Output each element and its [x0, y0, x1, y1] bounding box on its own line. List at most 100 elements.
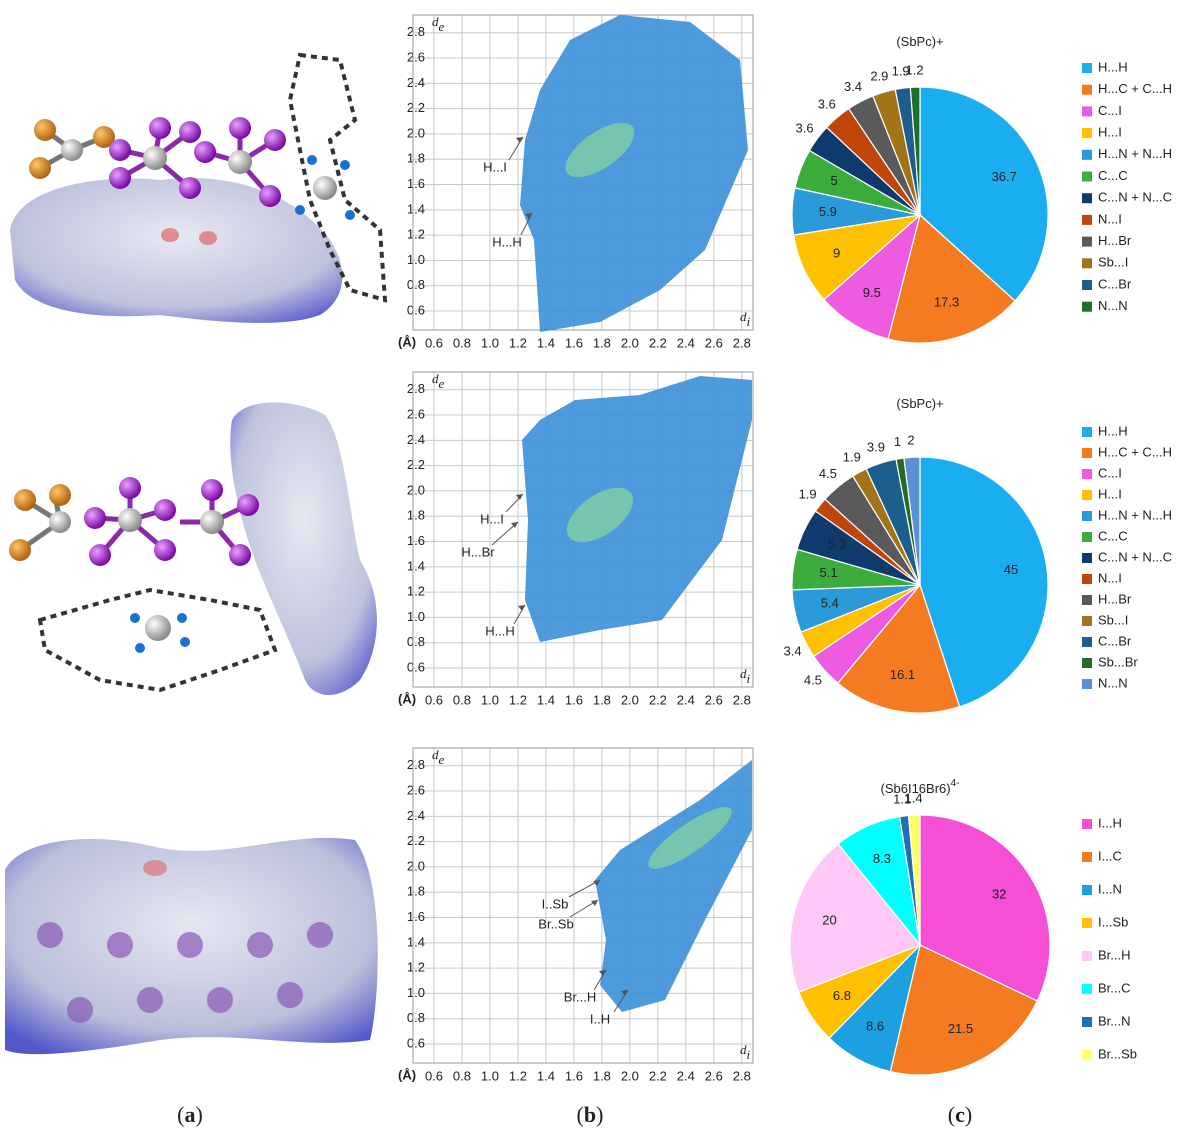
legend-label: C...I [1098, 465, 1122, 480]
slice-label: 1 [894, 434, 901, 449]
legend-swatch [1082, 85, 1092, 95]
pie-title: (SbPc)+ [896, 396, 943, 411]
unit-label: (Å) [398, 334, 416, 349]
x-tick-label: 2.4 [677, 692, 695, 707]
x-tick-label: 1.6 [565, 335, 583, 350]
slice-label: 16.1 [890, 667, 915, 682]
legend-swatch [1082, 852, 1092, 862]
legend-swatch [1082, 128, 1092, 138]
legend-label: N...N [1098, 675, 1128, 690]
legend-label: Br...C [1098, 980, 1131, 995]
annotation-arrowhead [518, 605, 525, 611]
legend-swatch [1082, 918, 1092, 928]
y-tick-label: 1.4 [407, 934, 425, 949]
slice-label: 9 [833, 246, 840, 261]
legend-label: C...N + N...C [1098, 190, 1172, 205]
panel-letter: a [185, 1102, 196, 1127]
slice-label: 8.6 [866, 1019, 884, 1034]
y-tick-label: 2.6 [407, 406, 425, 421]
x-tick-label: 0.6 [425, 335, 443, 350]
y-tick-label: 1.6 [407, 909, 425, 924]
legend-label: H...H [1098, 423, 1128, 438]
annotation-arrowhead [516, 494, 523, 500]
legend-swatch [1082, 984, 1092, 994]
x-tick-label: 1.6 [565, 692, 583, 707]
y-tick-label: 1.4 [407, 201, 425, 216]
legend-label: H...I [1098, 486, 1122, 501]
slice-label: 5.9 [819, 204, 837, 219]
legend-label: H...H [1098, 59, 1128, 74]
legend-label: H...Br [1098, 233, 1132, 248]
y-tick-label: 2.2 [407, 457, 425, 472]
legend-swatch [1082, 237, 1092, 247]
y-axis-label-sub: e [439, 19, 445, 34]
x-tick-label: 2.8 [733, 1068, 751, 1083]
annotation-arrowhead [591, 900, 598, 906]
x-tick-label: 1.2 [509, 1068, 527, 1083]
slice-label: 3.4 [844, 79, 862, 94]
legend-swatch [1082, 574, 1092, 584]
annotation: H...I [480, 511, 504, 526]
x-tick-label: 2.0 [621, 1068, 639, 1083]
slice-label: 4.5 [804, 673, 822, 688]
panel-letter: c [955, 1102, 965, 1127]
panel-label: (c) [948, 1102, 972, 1127]
legend-label: H...Br [1098, 591, 1132, 606]
y-tick-label: 2.6 [407, 49, 425, 64]
x-tick-label: 1.0 [481, 1068, 499, 1083]
slice-label: 2.9 [870, 68, 888, 83]
x-tick-label: 1.4 [537, 335, 555, 350]
legend-label: Br...Sb [1098, 1046, 1137, 1061]
slice-label: 1.2 [906, 63, 924, 78]
legend-swatch [1082, 658, 1092, 668]
y-tick-label: 1.0 [407, 609, 425, 624]
legend-swatch [1082, 215, 1092, 225]
slice-label: 5.4 [821, 595, 839, 610]
legend-swatch [1082, 150, 1092, 160]
y-tick-label: 0.8 [407, 1010, 425, 1025]
y-tick-label: 1.0 [407, 252, 425, 267]
legend-swatch [1082, 258, 1092, 268]
y-tick-label: 1.8 [407, 884, 425, 899]
molecule-row-1 [10, 55, 385, 323]
legend-swatch [1082, 511, 1092, 521]
y-tick-label: 1.2 [407, 227, 425, 242]
molecule-row-2 [9, 403, 377, 696]
slice-label: 45 [1004, 562, 1018, 577]
slice-label: 5.1 [819, 565, 837, 580]
pie-title-sup: 4- [951, 778, 960, 789]
annotation: I..Sb [542, 896, 569, 911]
y-tick-label: 0.6 [407, 659, 425, 674]
legend-swatch [1082, 553, 1092, 563]
legend-swatch [1082, 951, 1092, 961]
legend-swatch [1082, 532, 1092, 542]
annotation: H...H [485, 623, 515, 638]
slice-label: 3.9 [867, 439, 885, 454]
x-tick-label: 1.6 [565, 1068, 583, 1083]
x-tick-label: 1.8 [593, 1068, 611, 1083]
y-tick-label: 1.0 [407, 985, 425, 1000]
legend-label: I...C [1098, 848, 1122, 863]
legend-label: C...C [1098, 528, 1128, 543]
legend-swatch [1082, 595, 1092, 605]
x-tick-label: 0.8 [453, 335, 471, 350]
legend-label: I...Sb [1098, 914, 1128, 929]
slice-label: 3.4 [783, 643, 801, 658]
unit-label: (Å) [398, 1067, 416, 1082]
y-tick-label: 2.0 [407, 125, 425, 140]
y-tick-label: 2.2 [407, 833, 425, 848]
y-tick-label: 0.6 [407, 302, 425, 317]
slice-label: 17.3 [934, 295, 959, 310]
legend-label: C...Br [1098, 633, 1132, 648]
slice-label: 32 [992, 887, 1006, 902]
legend-label: Br...N [1098, 1013, 1131, 1028]
x-tick-label: 2.8 [733, 692, 751, 707]
x-tick-label: 0.6 [425, 692, 443, 707]
annotation: H...Br [461, 544, 495, 559]
y-tick-label: 2.4 [407, 808, 425, 823]
x-tick-label: 2.2 [649, 692, 667, 707]
x-tick-label: 0.6 [425, 1068, 443, 1083]
x-tick-label: 2.0 [621, 335, 639, 350]
legend-swatch [1082, 63, 1092, 73]
legend-swatch [1082, 616, 1092, 626]
